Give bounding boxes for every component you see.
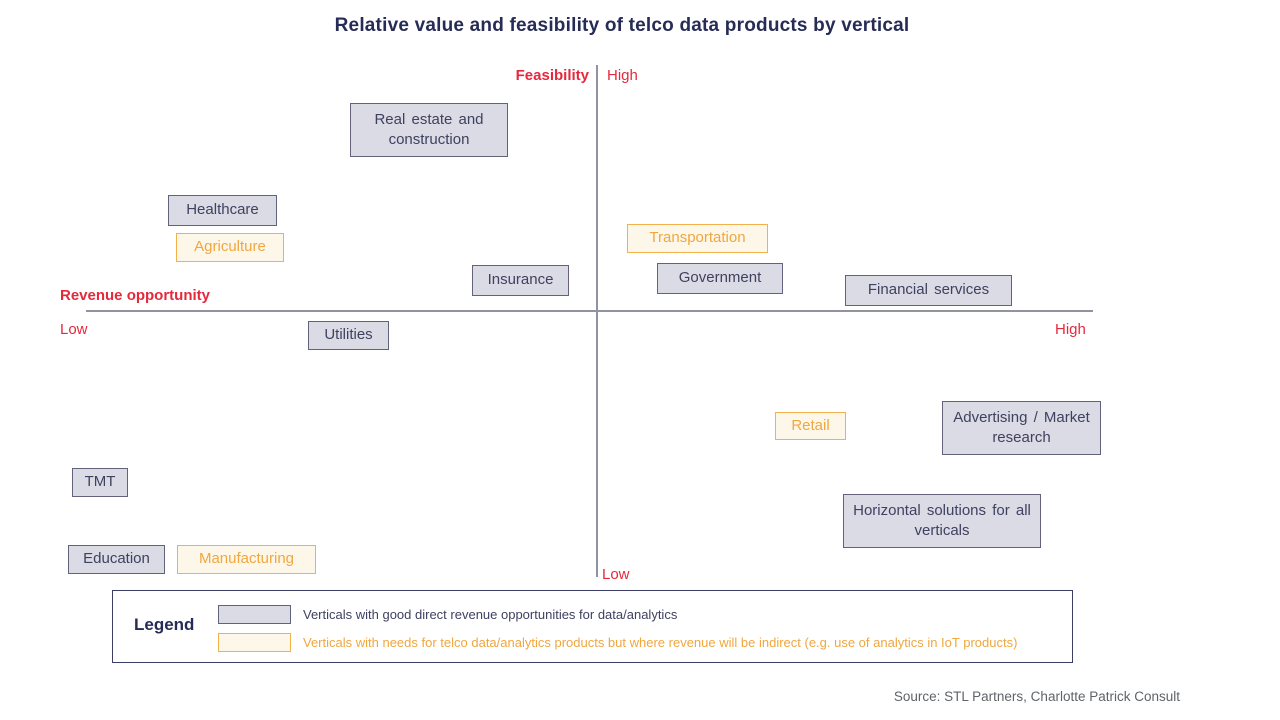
node-insurance: Insurance [472, 265, 569, 296]
legend-item-indirect: Verticals with needs for telco data/anal… [218, 633, 1017, 652]
x-axis-high-label: High [1055, 321, 1086, 338]
legend: Legend Verticals with good direct revenu… [112, 590, 1073, 663]
legend-heading: Legend [134, 615, 195, 634]
node-tmt: TMT [72, 468, 128, 497]
y-axis-high-label: High [607, 67, 638, 84]
source-attribution: Source: STL Partners, Charlotte Patrick … [893, 689, 1180, 704]
chart-title: Relative value and feasibility of telco … [334, 15, 910, 36]
x-axis-line [86, 310, 1093, 312]
legend-text-indirect: Verticals with needs for telco data/anal… [303, 635, 1018, 650]
legend-swatch-direct [218, 605, 291, 624]
node-government: Government [657, 263, 783, 294]
y-axis-low-label: Low [602, 566, 630, 583]
node-advertising-market-research: Advertising / Market research [942, 401, 1101, 455]
y-axis-label: Feasibility [515, 67, 589, 84]
node-manufacturing: Manufacturing [177, 545, 316, 574]
node-healthcare: Healthcare [168, 195, 277, 226]
node-education: Education [68, 545, 165, 574]
node-transportation: Transportation [627, 224, 768, 253]
node-financial-services: Financial services [845, 275, 1012, 306]
legend-swatch-indirect [218, 633, 291, 652]
legend-text-direct: Verticals with good direct revenue oppor… [303, 607, 678, 622]
x-axis-label: Revenue opportunity [60, 287, 211, 304]
y-axis-line [596, 65, 598, 577]
node-retail: Retail [775, 412, 846, 440]
node-real-estate-construction: Real estate and construction [350, 103, 508, 157]
node-horizontal-solutions: Horizontal solutions for all verticals [843, 494, 1041, 548]
x-axis-low-label: Low [60, 321, 88, 338]
node-utilities: Utilities [308, 321, 389, 350]
legend-item-direct: Verticals with good direct revenue oppor… [218, 605, 677, 624]
node-agriculture: Agriculture [176, 233, 284, 262]
